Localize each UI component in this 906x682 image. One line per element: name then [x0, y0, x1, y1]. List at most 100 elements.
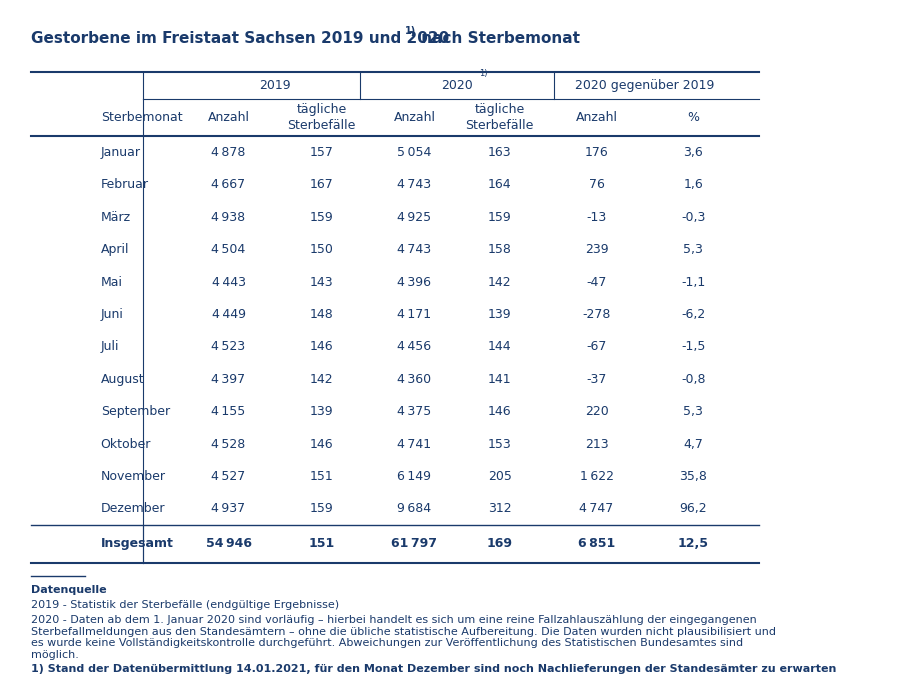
Text: 167: 167	[310, 179, 333, 192]
Text: 176: 176	[584, 146, 609, 159]
Text: 2019 - Statistik der Sterbefälle (endgültige Ergebnisse): 2019 - Statistik der Sterbefälle (endgül…	[31, 600, 339, 610]
Text: 4 743: 4 743	[398, 179, 431, 192]
Text: -1,1: -1,1	[681, 276, 706, 288]
Text: 12,5: 12,5	[678, 537, 708, 550]
Text: 6 149: 6 149	[398, 470, 431, 483]
Text: 139: 139	[310, 405, 333, 418]
Text: 4 443: 4 443	[211, 276, 246, 288]
Text: 4 925: 4 925	[398, 211, 431, 224]
Text: 4 360: 4 360	[398, 373, 431, 386]
Text: Anzahl: Anzahl	[207, 111, 249, 124]
Text: 2019: 2019	[259, 78, 291, 92]
Text: 1) Stand der Datenübermittlung 14.01.2021, für den Monat Dezember sind noch Nach: 1) Stand der Datenübermittlung 14.01.202…	[31, 664, 836, 674]
Text: Anzahl: Anzahl	[393, 111, 436, 124]
Text: 4 456: 4 456	[398, 340, 431, 353]
Text: 312: 312	[487, 503, 512, 516]
Text: 159: 159	[487, 211, 512, 224]
Text: 3,6: 3,6	[683, 146, 703, 159]
Text: Oktober: Oktober	[101, 438, 151, 451]
Text: %: %	[688, 111, 699, 124]
Text: 4 938: 4 938	[211, 211, 246, 224]
Text: 1 622: 1 622	[580, 470, 613, 483]
Text: 148: 148	[310, 308, 333, 321]
Text: Mai: Mai	[101, 276, 122, 288]
Text: 146: 146	[487, 405, 512, 418]
Text: März: März	[101, 211, 130, 224]
Text: -278: -278	[583, 308, 611, 321]
Text: Januar: Januar	[101, 146, 140, 159]
Text: 6 851: 6 851	[578, 537, 615, 550]
Text: 144: 144	[487, 340, 512, 353]
Text: 169: 169	[487, 537, 513, 550]
Text: 54 946: 54 946	[206, 537, 252, 550]
Text: 146: 146	[310, 438, 333, 451]
Text: 4 449: 4 449	[211, 308, 246, 321]
Text: -0,3: -0,3	[681, 211, 706, 224]
Text: 4 747: 4 747	[579, 503, 613, 516]
Text: 5,3: 5,3	[683, 243, 703, 256]
Text: 220: 220	[584, 405, 609, 418]
Text: Dezember: Dezember	[101, 503, 165, 516]
Text: Juli: Juli	[101, 340, 120, 353]
Text: 1,6: 1,6	[683, 179, 703, 192]
Text: tägliche
Sterbefälle: tägliche Sterbefälle	[287, 103, 356, 132]
Text: -37: -37	[586, 373, 607, 386]
Text: 239: 239	[584, 243, 608, 256]
Text: 4 155: 4 155	[211, 405, 246, 418]
Text: 151: 151	[310, 470, 333, 483]
Text: 61 797: 61 797	[391, 537, 438, 550]
Text: 139: 139	[487, 308, 512, 321]
Text: November: November	[101, 470, 166, 483]
Text: nach Sterbemonat: nach Sterbemonat	[416, 31, 580, 46]
Text: 2020 gegenüber 2019: 2020 gegenüber 2019	[575, 78, 715, 92]
Text: 153: 153	[487, 438, 512, 451]
Text: 4 523: 4 523	[211, 340, 246, 353]
Text: 159: 159	[310, 211, 333, 224]
Text: 4 667: 4 667	[211, 179, 246, 192]
Text: 157: 157	[310, 146, 333, 159]
Text: Gestorbene im Freistaat Sachsen 2019 und 2020: Gestorbene im Freistaat Sachsen 2019 und…	[31, 31, 449, 46]
Text: Juni: Juni	[101, 308, 123, 321]
Text: 205: 205	[487, 470, 512, 483]
Text: 150: 150	[310, 243, 333, 256]
Text: 151: 151	[308, 537, 334, 550]
Text: 142: 142	[310, 373, 333, 386]
Text: 146: 146	[310, 340, 333, 353]
Text: 35,8: 35,8	[680, 470, 708, 483]
Text: -67: -67	[586, 340, 607, 353]
Text: 141: 141	[487, 373, 512, 386]
Text: 9 684: 9 684	[398, 503, 431, 516]
Text: 4 878: 4 878	[211, 146, 246, 159]
Text: 2020: 2020	[441, 78, 473, 92]
Text: 158: 158	[487, 243, 512, 256]
Text: 142: 142	[487, 276, 512, 288]
Text: 1): 1)	[478, 69, 487, 78]
Text: 164: 164	[487, 179, 512, 192]
Text: 4 396: 4 396	[398, 276, 431, 288]
Text: Sterbemonat: Sterbemonat	[101, 111, 182, 124]
Text: 1): 1)	[405, 26, 417, 36]
Text: -13: -13	[586, 211, 607, 224]
Text: 4 171: 4 171	[398, 308, 431, 321]
Text: -47: -47	[586, 276, 607, 288]
Text: April: April	[101, 243, 130, 256]
Text: 76: 76	[589, 179, 604, 192]
Text: 4 937: 4 937	[211, 503, 246, 516]
Text: 5,3: 5,3	[683, 405, 703, 418]
Text: Insgesamt: Insgesamt	[101, 537, 174, 550]
Text: 4 397: 4 397	[211, 373, 246, 386]
Text: -0,8: -0,8	[681, 373, 706, 386]
Text: September: September	[101, 405, 169, 418]
Text: 5 054: 5 054	[397, 146, 431, 159]
Text: -6,2: -6,2	[681, 308, 706, 321]
Text: 4,7: 4,7	[683, 438, 703, 451]
Text: Anzahl: Anzahl	[575, 111, 618, 124]
Text: 143: 143	[310, 276, 333, 288]
Text: 2020 - Daten ab dem 1. Januar 2020 sind vorläufig – hierbei handelt es sich um e: 2020 - Daten ab dem 1. Januar 2020 sind …	[31, 615, 776, 660]
Text: Datenquelle: Datenquelle	[31, 585, 107, 595]
Text: 4 743: 4 743	[398, 243, 431, 256]
Text: tägliche
Sterbefälle: tägliche Sterbefälle	[466, 103, 534, 132]
Text: 96,2: 96,2	[680, 503, 708, 516]
Text: -1,5: -1,5	[681, 340, 706, 353]
Text: Februar: Februar	[101, 179, 149, 192]
